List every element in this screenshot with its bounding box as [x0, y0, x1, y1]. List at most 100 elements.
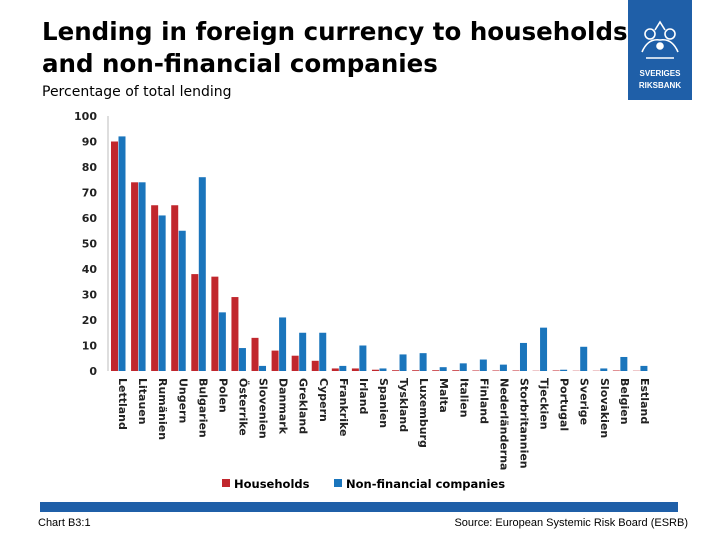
x-category-label: Irland — [357, 378, 370, 414]
household-bar — [351, 368, 359, 371]
company-bar — [118, 136, 126, 371]
y-tick-label: 80 — [82, 161, 98, 174]
x-category-label: Portugal — [558, 378, 571, 431]
riksbank-logo: SVERIGES RIKSBANK — [628, 0, 692, 100]
company-bar — [640, 365, 648, 371]
x-category-label: Estland — [638, 378, 651, 424]
household-bar — [392, 370, 400, 371]
company-bar — [138, 182, 146, 371]
footer-bar — [40, 502, 678, 512]
x-category-label: Malta — [437, 378, 450, 413]
household-bar — [231, 297, 239, 371]
y-tick-label: 60 — [82, 212, 98, 225]
source-note: Source: European Systemic Risk Board (ES… — [454, 517, 688, 529]
x-category-label: Frankrike — [337, 378, 350, 436]
legend-swatch-companies — [334, 479, 342, 487]
y-tick-label: 100 — [74, 110, 97, 123]
company-bar — [158, 215, 166, 371]
company-bar — [540, 327, 548, 371]
x-category-label: Belgien — [618, 378, 631, 425]
company-bar — [399, 354, 407, 371]
company-bar — [218, 312, 226, 371]
company-bar — [600, 368, 608, 371]
y-tick-label: 10 — [82, 340, 98, 353]
y-tick-label: 70 — [82, 187, 98, 200]
logo-line-1: SVERIGES — [640, 69, 682, 78]
company-bar — [178, 230, 186, 371]
household-bar — [311, 360, 319, 371]
y-tick-label: 30 — [82, 289, 98, 302]
household-bar — [512, 370, 520, 371]
household-bar — [291, 355, 299, 371]
company-bar — [379, 368, 387, 371]
legend-label-households: Households — [234, 477, 310, 491]
household-bar — [552, 370, 560, 371]
household-bar — [251, 337, 259, 371]
company-bar — [620, 356, 628, 371]
company-bar — [319, 332, 327, 371]
company-bar — [499, 364, 507, 371]
household-bar — [171, 205, 179, 371]
company-bar — [419, 353, 427, 371]
x-category-label: Slovenien — [257, 378, 270, 439]
company-bar — [259, 365, 267, 371]
company-bar — [299, 332, 307, 371]
x-category-label: Lettland — [116, 378, 129, 430]
household-bar — [271, 350, 279, 371]
company-bar — [439, 367, 447, 371]
company-bar — [238, 348, 246, 371]
household-bar — [211, 276, 219, 371]
x-category-label: Spanien — [377, 378, 390, 428]
household-bar — [492, 370, 500, 371]
x-category-label: Nederländerna — [497, 378, 510, 470]
x-category-label: Ungern — [176, 378, 189, 423]
x-category-label: Luxemburg — [417, 378, 430, 448]
chart-id: Chart B3:1 — [38, 517, 91, 529]
household-bar — [432, 370, 440, 371]
x-category-label: Tjeckien — [538, 378, 551, 430]
y-tick-label: 0 — [89, 365, 97, 378]
x-category-label: Storbritannien — [518, 378, 531, 469]
logo-line-2: RIKSBANK — [639, 81, 681, 90]
chart-title: Lending in foreign currency to household… — [42, 17, 628, 78]
household-bar — [371, 369, 379, 371]
household-bar — [191, 274, 199, 371]
x-category-label: Grekland — [297, 378, 310, 434]
y-tick-label: 90 — [82, 136, 98, 149]
x-category-label: Polen — [216, 378, 229, 413]
x-category-label: Bulgarien — [196, 378, 209, 438]
company-bar — [359, 345, 367, 371]
x-category-label: Slovakien — [598, 378, 611, 438]
chart-subtitle: Percentage of total lending — [42, 84, 232, 100]
x-category-label: Litauen — [136, 378, 149, 425]
y-tick-label: 50 — [82, 238, 98, 251]
x-category-label: Österrike — [236, 378, 250, 436]
legend-label-companies: Non-financial companies — [346, 477, 505, 491]
x-category-label: Italien — [457, 378, 470, 418]
company-bar — [198, 177, 206, 371]
company-bar — [279, 317, 287, 371]
household-bar — [612, 370, 620, 371]
legend-swatch-households — [222, 479, 230, 487]
x-category-label: Sverige — [578, 378, 591, 425]
household-bar — [452, 370, 460, 371]
company-bar — [580, 346, 588, 371]
household-bar — [111, 141, 118, 371]
y-tick-label: 40 — [82, 263, 98, 276]
company-bar — [560, 369, 568, 371]
crown-icon: SVERIGES RIKSBANK — [639, 20, 682, 90]
household-bar — [131, 182, 139, 371]
x-category-label: Rumänien — [156, 378, 169, 440]
x-category-label: Tyskland — [397, 378, 410, 432]
household-bar — [472, 370, 480, 371]
household-bar — [412, 370, 420, 371]
company-bar — [519, 342, 527, 371]
household-bar — [151, 205, 159, 371]
y-tick-label: 20 — [82, 314, 98, 327]
x-category-label: Cypern — [317, 378, 330, 422]
company-bar — [479, 359, 487, 371]
bar-chart: 0 10 20 30 40 50 60 70 80 90 100 Lettland Litauen Rum… — [74, 110, 651, 491]
company-bar — [339, 365, 347, 371]
x-category-label: Finland — [477, 378, 490, 424]
company-bar — [459, 363, 467, 371]
